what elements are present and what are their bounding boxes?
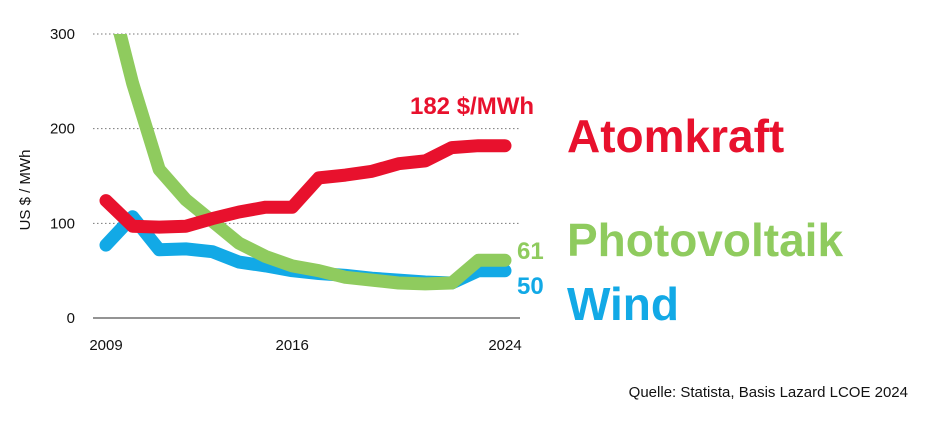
source-note: Quelle: Statista, Basis Lazard LCOE 2024 [629, 384, 908, 401]
series-line-photovoltaik [113, 34, 512, 291]
atomkraft-end-label: 182 $/MWh [410, 93, 534, 120]
series-lines [99, 34, 512, 291]
photovoltaik-end-label: 61 [517, 238, 544, 265]
y-tick-label-300: 300 [50, 26, 75, 43]
y-axis-label: US $ / MWh [17, 150, 34, 231]
photovoltaik-series-name: Photovoltaik [567, 214, 843, 266]
atomkraft-series-name: Atomkraft [567, 110, 784, 162]
wind-series-name: Wind [567, 278, 679, 330]
y-tick-label-100: 100 [50, 215, 75, 232]
wind-end-label: 50 [517, 273, 544, 300]
y-tick-labels: 0 100 200 300 [50, 26, 75, 327]
y-tick-label-0: 0 [67, 310, 75, 327]
x-tick-label-2024: 2024 [488, 337, 521, 354]
gridlines [93, 33, 520, 319]
series-line-atomkraft [99, 139, 512, 234]
x-tick-labels: 2009 2016 2024 [89, 337, 521, 354]
y-tick-label-200: 200 [50, 121, 75, 138]
x-tick-label-2016: 2016 [276, 337, 309, 354]
x-tick-label-2009: 2009 [89, 337, 122, 354]
